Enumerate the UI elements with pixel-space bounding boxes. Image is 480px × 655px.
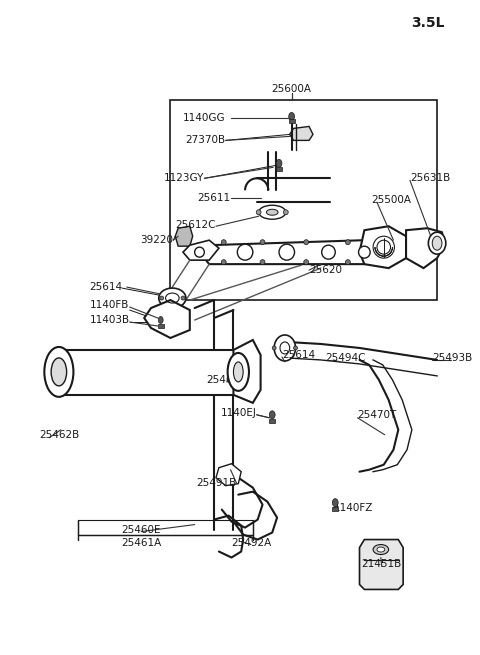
- Text: 25500A: 25500A: [371, 195, 411, 205]
- Bar: [332, 506, 338, 511]
- Ellipse shape: [274, 335, 296, 361]
- Text: 25631B: 25631B: [410, 174, 450, 183]
- Polygon shape: [406, 228, 445, 268]
- Polygon shape: [301, 178, 330, 202]
- Text: 39220: 39220: [140, 235, 173, 245]
- Polygon shape: [175, 226, 192, 246]
- Text: 25462B: 25462B: [206, 375, 247, 385]
- Ellipse shape: [276, 159, 282, 167]
- Ellipse shape: [294, 346, 298, 350]
- Ellipse shape: [233, 362, 243, 382]
- Ellipse shape: [346, 240, 350, 245]
- Text: 25600A: 25600A: [272, 83, 312, 94]
- Ellipse shape: [304, 240, 309, 245]
- Bar: [78, 519, 253, 534]
- Polygon shape: [200, 240, 374, 264]
- Text: 21451B: 21451B: [362, 559, 402, 569]
- Text: 1140FB: 1140FB: [90, 300, 130, 310]
- Ellipse shape: [228, 353, 249, 391]
- Ellipse shape: [266, 209, 278, 215]
- Text: 25461A: 25461A: [121, 538, 161, 548]
- Polygon shape: [183, 240, 219, 260]
- Text: 25462B: 25462B: [39, 430, 80, 440]
- Text: 1140FZ: 1140FZ: [333, 502, 372, 513]
- Text: 25460E: 25460E: [121, 525, 161, 534]
- Text: 11403B: 11403B: [90, 315, 130, 325]
- Ellipse shape: [332, 498, 338, 506]
- Ellipse shape: [269, 411, 275, 419]
- Bar: [158, 324, 164, 328]
- Ellipse shape: [432, 236, 442, 250]
- Polygon shape: [144, 300, 190, 338]
- Ellipse shape: [272, 346, 276, 350]
- Ellipse shape: [428, 233, 446, 254]
- Ellipse shape: [237, 244, 253, 260]
- Text: 25491B: 25491B: [196, 477, 236, 488]
- Ellipse shape: [359, 246, 370, 258]
- Ellipse shape: [279, 244, 295, 260]
- Text: 25620: 25620: [309, 265, 342, 275]
- Polygon shape: [233, 340, 261, 403]
- Ellipse shape: [259, 205, 286, 219]
- Ellipse shape: [44, 347, 73, 397]
- Text: 25492A: 25492A: [231, 538, 271, 548]
- Text: 27370B: 27370B: [186, 136, 226, 145]
- Text: 25493B: 25493B: [432, 353, 472, 363]
- Ellipse shape: [304, 259, 309, 265]
- Ellipse shape: [158, 316, 163, 324]
- Text: 3.5L: 3.5L: [411, 16, 445, 29]
- Polygon shape: [59, 350, 233, 395]
- Ellipse shape: [322, 245, 335, 259]
- Ellipse shape: [160, 296, 164, 300]
- Ellipse shape: [221, 259, 226, 265]
- Text: 1140GG: 1140GG: [183, 113, 226, 123]
- Polygon shape: [216, 464, 241, 485]
- Text: 25611: 25611: [197, 193, 230, 203]
- Bar: [269, 419, 275, 422]
- Ellipse shape: [159, 288, 186, 308]
- Ellipse shape: [288, 113, 295, 121]
- Polygon shape: [290, 126, 313, 140]
- Text: 25470T: 25470T: [358, 410, 397, 420]
- Bar: [276, 167, 282, 172]
- Polygon shape: [360, 540, 403, 590]
- Ellipse shape: [181, 296, 185, 300]
- Bar: [288, 119, 295, 123]
- Text: 25612C: 25612C: [176, 220, 216, 230]
- Polygon shape: [257, 178, 301, 202]
- Text: 25494C: 25494C: [325, 353, 366, 363]
- Text: 1123GY: 1123GY: [164, 174, 204, 183]
- Ellipse shape: [260, 240, 265, 245]
- Ellipse shape: [260, 259, 265, 265]
- Ellipse shape: [256, 210, 261, 215]
- Text: 25614: 25614: [89, 282, 122, 292]
- Polygon shape: [360, 226, 406, 268]
- Ellipse shape: [221, 240, 226, 245]
- Bar: [170, 100, 437, 300]
- Text: 25614: 25614: [282, 350, 315, 360]
- Ellipse shape: [373, 544, 389, 555]
- Text: 1140EJ: 1140EJ: [221, 408, 257, 418]
- Ellipse shape: [346, 259, 350, 265]
- Ellipse shape: [51, 358, 67, 386]
- Ellipse shape: [377, 547, 385, 552]
- Ellipse shape: [283, 210, 288, 215]
